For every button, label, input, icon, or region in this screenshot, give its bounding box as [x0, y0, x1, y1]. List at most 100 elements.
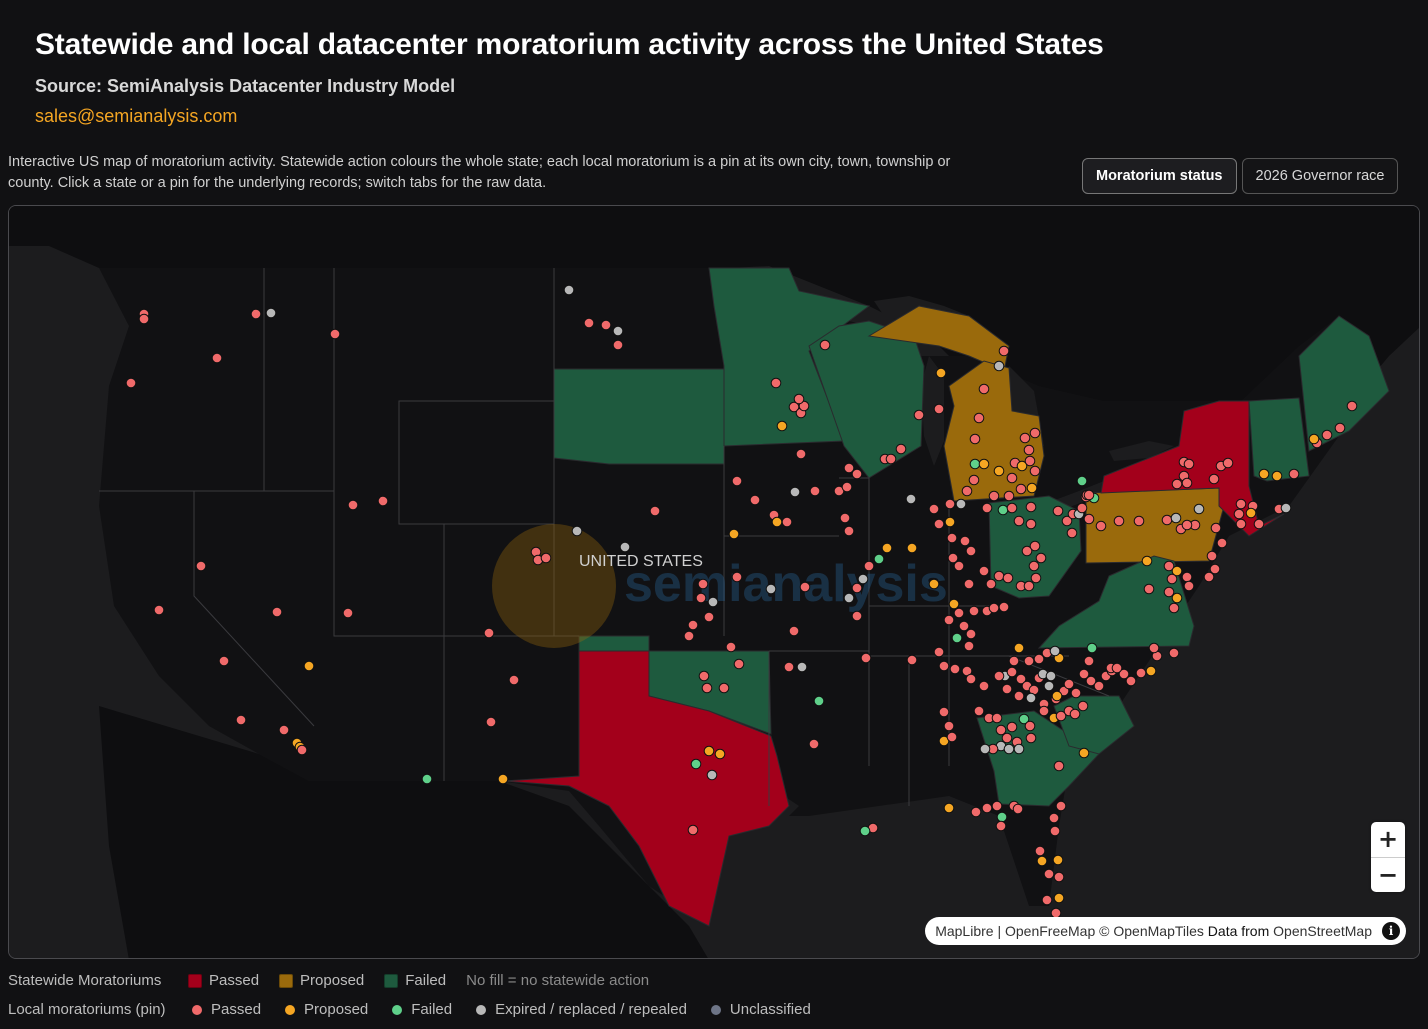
- pin-proposed[interactable]: [303, 660, 315, 672]
- pin-passed[interactable]: [1003, 490, 1015, 502]
- pin-expired[interactable]: [843, 592, 855, 604]
- pin-passed[interactable]: [1083, 489, 1095, 501]
- pin-passed[interactable]: [698, 670, 710, 682]
- pin-passed[interactable]: [799, 581, 811, 593]
- pin-passed[interactable]: [1168, 602, 1180, 614]
- pin-passed[interactable]: [906, 654, 918, 666]
- openstreetmap-link[interactable]: OpenStreetMap: [1273, 923, 1372, 939]
- pin-passed[interactable]: [138, 313, 150, 325]
- pin-proposed[interactable]: [1171, 565, 1183, 577]
- pin-passed[interactable]: [683, 630, 695, 642]
- pin-passed[interactable]: [969, 433, 981, 445]
- pin-proposed[interactable]: [881, 542, 893, 554]
- pin-proposed[interactable]: [776, 420, 788, 432]
- pin-passed[interactable]: [953, 607, 965, 619]
- state-south-dakota-failed[interactable]: [553, 368, 725, 465]
- pin-proposed[interactable]: [1036, 855, 1048, 867]
- pin-proposed[interactable]: [1016, 460, 1028, 472]
- pin-proposed[interactable]: [1141, 555, 1153, 567]
- pin-passed[interactable]: [1025, 732, 1037, 744]
- pin-failed[interactable]: [1018, 713, 1030, 725]
- pin-passed[interactable]: [843, 462, 855, 474]
- pin-passed[interactable]: [1113, 515, 1125, 527]
- pin-passed[interactable]: [1008, 655, 1020, 667]
- pin-proposed[interactable]: [1052, 854, 1064, 866]
- pin-passed[interactable]: [968, 605, 980, 617]
- pin-passed[interactable]: [1025, 518, 1037, 530]
- pin-passed[interactable]: [946, 532, 958, 544]
- pin-proposed[interactable]: [944, 516, 956, 528]
- state-pennsylvania-proposed[interactable]: [1085, 487, 1225, 564]
- pin-expired[interactable]: [619, 541, 631, 553]
- pin-failed[interactable]: [421, 773, 433, 785]
- pin-passed[interactable]: [1222, 457, 1234, 469]
- pin-passed[interactable]: [808, 738, 820, 750]
- pin-proposed[interactable]: [1013, 642, 1025, 654]
- pin-passed[interactable]: [928, 503, 940, 515]
- pin-passed[interactable]: [1013, 515, 1025, 527]
- pin-passed[interactable]: [863, 560, 875, 572]
- pin-failed[interactable]: [1086, 642, 1098, 654]
- pin-passed[interactable]: [988, 490, 1000, 502]
- pin-proposed[interactable]: [497, 773, 509, 785]
- pin-passed[interactable]: [995, 724, 1007, 736]
- pin-expired[interactable]: [1025, 692, 1037, 704]
- pin-passed[interactable]: [1168, 647, 1180, 659]
- zoom-out-button[interactable]: −: [1377, 860, 1399, 889]
- pin-passed[interactable]: [965, 673, 977, 685]
- pin-passed[interactable]: [211, 352, 223, 364]
- pin-passed[interactable]: [961, 485, 973, 497]
- pin-passed[interactable]: [1043, 868, 1055, 880]
- pin-passed[interactable]: [1163, 586, 1175, 598]
- pin-proposed[interactable]: [928, 578, 940, 590]
- pin-passed[interactable]: [998, 601, 1010, 613]
- pin-passed[interactable]: [1078, 668, 1090, 680]
- pin-expired[interactable]: [1170, 512, 1182, 524]
- pin-passed[interactable]: [885, 453, 897, 465]
- pin-passed[interactable]: [913, 409, 925, 421]
- state-michigan-up-proposed[interactable]: [867, 305, 1010, 372]
- pin-passed[interactable]: [347, 499, 359, 511]
- pin-proposed[interactable]: [771, 516, 783, 528]
- pin-proposed[interactable]: [906, 542, 918, 554]
- pin-passed[interactable]: [1135, 667, 1147, 679]
- pin-proposed[interactable]: [943, 802, 955, 814]
- pin-passed[interactable]: [819, 339, 831, 351]
- pin-proposed[interactable]: [703, 745, 715, 757]
- pin-passed[interactable]: [943, 614, 955, 626]
- pin-passed[interactable]: [1041, 894, 1053, 906]
- pin-passed[interactable]: [718, 682, 730, 694]
- pin-passed[interactable]: [1019, 432, 1031, 444]
- pin-passed[interactable]: [235, 714, 247, 726]
- pin-passed[interactable]: [963, 640, 975, 652]
- pin-passed[interactable]: [1118, 668, 1130, 680]
- pin-passed[interactable]: [1208, 473, 1220, 485]
- pin-passed[interactable]: [1033, 653, 1045, 665]
- openmaptiles-link[interactable]: OpenMapTiles: [1113, 923, 1204, 939]
- pin-passed[interactable]: [250, 308, 262, 320]
- pin-passed[interactable]: [958, 620, 970, 632]
- pin-failed[interactable]: [969, 458, 981, 470]
- info-icon[interactable]: i: [1382, 922, 1400, 940]
- pin-passed[interactable]: [938, 660, 950, 672]
- state-maine-failed[interactable]: [1298, 315, 1390, 452]
- pin-expired[interactable]: [1193, 503, 1205, 515]
- pin-passed[interactable]: [1066, 527, 1078, 539]
- pin-proposed[interactable]: [1171, 592, 1183, 604]
- pin-passed[interactable]: [1077, 700, 1089, 712]
- pin-passed[interactable]: [725, 641, 737, 653]
- state-texas-passed[interactable]: [503, 650, 790, 927]
- pin-passed[interactable]: [583, 317, 595, 329]
- pin-passed[interactable]: [1034, 845, 1046, 857]
- pin-passed[interactable]: [965, 545, 977, 557]
- zoom-in-button[interactable]: +: [1371, 822, 1405, 858]
- pin-expired[interactable]: [1280, 502, 1292, 514]
- pin-passed[interactable]: [1083, 655, 1095, 667]
- pin-passed[interactable]: [841, 481, 853, 493]
- pin-passed[interactable]: [933, 518, 945, 530]
- pin-passed[interactable]: [978, 383, 990, 395]
- pin-proposed[interactable]: [1145, 665, 1157, 677]
- pin-passed[interactable]: [991, 800, 1003, 812]
- pin-passed[interactable]: [944, 498, 956, 510]
- pin-passed[interactable]: [485, 716, 497, 728]
